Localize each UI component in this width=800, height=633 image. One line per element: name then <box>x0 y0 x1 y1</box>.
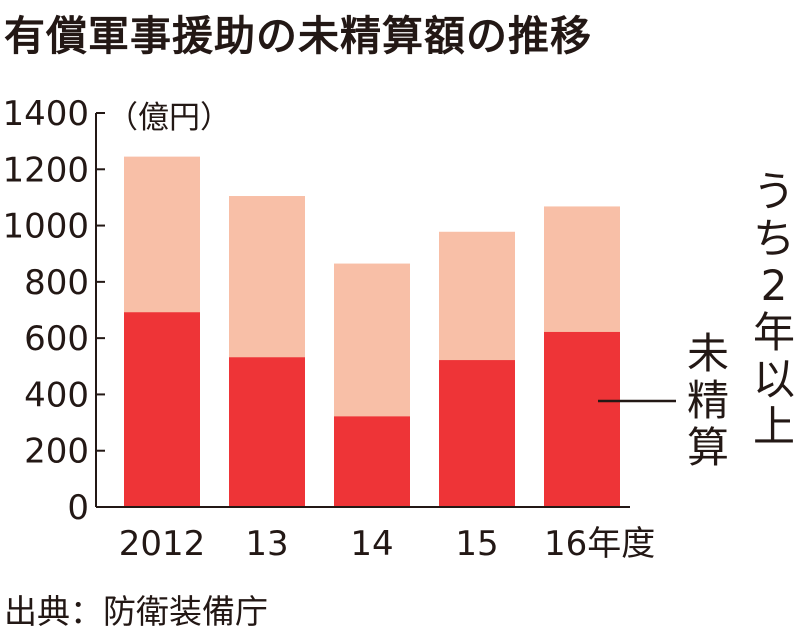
y-tick-label: 0 <box>67 488 89 528</box>
y-tick-label: 600 <box>24 319 89 359</box>
y-tick-label: 800 <box>24 263 89 303</box>
bar-two-years-plus <box>439 360 515 507</box>
bars-group <box>124 156 620 508</box>
y-axis: 0 200 400 600 800 1000 1200 1400 <box>2 94 630 528</box>
y-tick-label: 400 <box>24 375 89 415</box>
y-tick-label: 1200 <box>2 150 89 190</box>
y-tick-label: 1400 <box>2 94 89 134</box>
bar-two-years-plus <box>124 312 200 507</box>
y-tick-label: 200 <box>24 432 89 472</box>
x-tick-label: 13 <box>245 524 288 564</box>
legend-label-unsettled: 未精算 <box>686 329 729 472</box>
bar-two-years-plus <box>544 331 620 507</box>
source-note: 出典：防衛装備庁 <box>4 592 268 631</box>
x-tick-label: 16年度 <box>544 524 655 564</box>
x-axis-labels: 2012 13 14 15 16年度 <box>119 524 656 564</box>
x-tick-label: 15 <box>455 524 498 564</box>
y-axis-unit: （億円） <box>107 100 231 136</box>
bar-two-years-plus <box>334 416 410 507</box>
y-tick-label: 1000 <box>2 207 89 247</box>
chart-title: 有償軍事援助の未精算額の推移 <box>4 12 592 60</box>
legend-label-two-years-plus: うち2年以上 <box>752 167 795 451</box>
x-tick-label: 14 <box>350 524 393 564</box>
bar-two-years-plus <box>229 357 305 507</box>
x-tick-label: 2012 <box>119 524 206 564</box>
